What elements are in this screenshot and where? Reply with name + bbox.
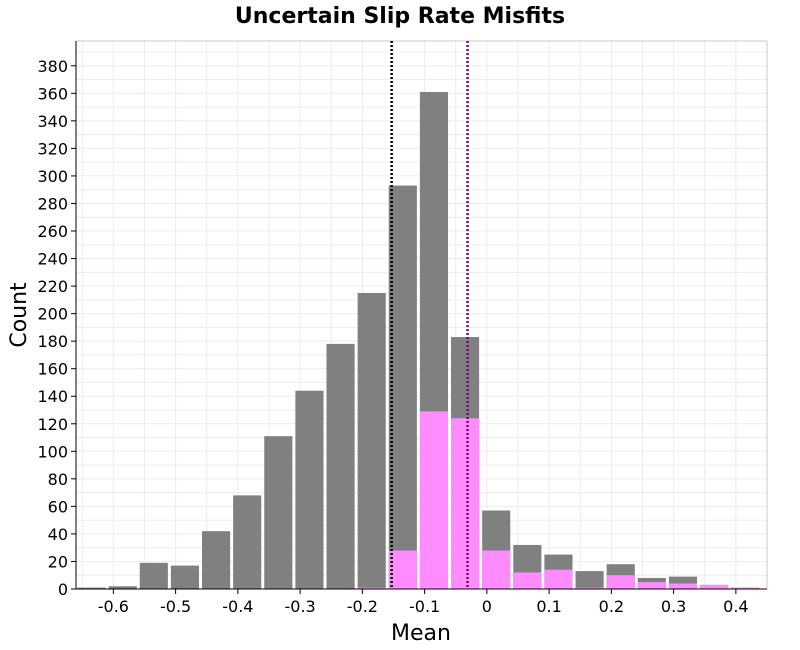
bar-highlight	[451, 418, 480, 589]
y-tick-label: 240	[37, 250, 68, 269]
bar-total	[139, 562, 168, 589]
x-tick-label: 0.2	[599, 597, 624, 616]
x-tick-label: -0.6	[98, 597, 129, 616]
y-tick-label: 360	[37, 84, 68, 103]
y-tick-label: 180	[37, 332, 68, 351]
y-tick-label: 160	[37, 360, 68, 379]
bar-total	[170, 565, 200, 589]
bar-highlight	[513, 572, 542, 589]
bar-total	[108, 586, 137, 589]
x-axis-ticks: -0.6 -0.5 -0.4 -0.3 -0.2 -0.1 0 0.1 0.2 0.3 0.4	[98, 589, 749, 616]
bar-highlight	[637, 582, 666, 589]
y-tick-label: 20	[48, 552, 68, 571]
reference-lines	[390, 41, 469, 589]
bar-total	[575, 571, 604, 589]
x-axis-label: Mean	[391, 621, 451, 646]
bar-highlight	[700, 584, 729, 589]
bar-highlight	[388, 550, 417, 589]
bar-highlight	[482, 550, 511, 589]
x-tick-label: 0.3	[661, 597, 686, 616]
bar-total	[326, 343, 355, 589]
x-tick-label: -0.4	[222, 597, 253, 616]
bar-highlight	[357, 587, 386, 589]
y-tick-label: 380	[37, 57, 68, 76]
y-tick-label: 220	[37, 277, 68, 296]
bar-highlight	[731, 587, 760, 589]
bar-highlight	[544, 569, 573, 589]
y-tick-label: 300	[37, 167, 68, 186]
y-tick-label: 40	[48, 525, 68, 544]
y-tick-label: 80	[48, 470, 68, 489]
bar-highlight	[668, 583, 698, 589]
x-tick-label: -0.2	[347, 597, 378, 616]
y-tick-label: 120	[37, 415, 68, 434]
y-tick-label: 320	[37, 139, 68, 158]
y-tick-label: 260	[37, 222, 68, 241]
y-tick-label: 280	[37, 194, 68, 213]
bar-total	[388, 185, 417, 589]
bar-total	[202, 531, 231, 589]
bar-total	[264, 436, 293, 589]
x-tick-label: -0.5	[160, 597, 191, 616]
y-tick-label: 100	[37, 442, 68, 461]
bar-highlight	[419, 411, 449, 589]
x-tick-label: -0.1	[409, 597, 440, 616]
bar-highlight	[575, 587, 604, 589]
bar-total	[295, 390, 324, 589]
bar-total	[233, 495, 262, 589]
bar-total	[357, 292, 386, 589]
y-axis-ticks: 0 20 40 60 80 100 120 140 160 180 200 220 240 260 280 3…	[37, 57, 76, 599]
y-tick-label: 60	[48, 497, 68, 516]
y-axis-label: Count	[7, 282, 32, 348]
bar-total	[77, 587, 106, 589]
x-tick-label: 0.4	[723, 597, 748, 616]
x-tick-label: -0.3	[284, 597, 315, 616]
x-tick-label: 0.1	[536, 597, 561, 616]
bar-highlight	[606, 575, 635, 589]
y-tick-label: 0	[58, 580, 68, 599]
x-tick-label: 0	[482, 597, 492, 616]
y-tick-label: 340	[37, 112, 68, 131]
histogram-bars	[77, 91, 760, 589]
chart-title: Uncertain Slip Rate Misfits	[235, 4, 565, 29]
y-tick-label: 140	[37, 387, 68, 406]
y-tick-label: 200	[37, 305, 68, 324]
